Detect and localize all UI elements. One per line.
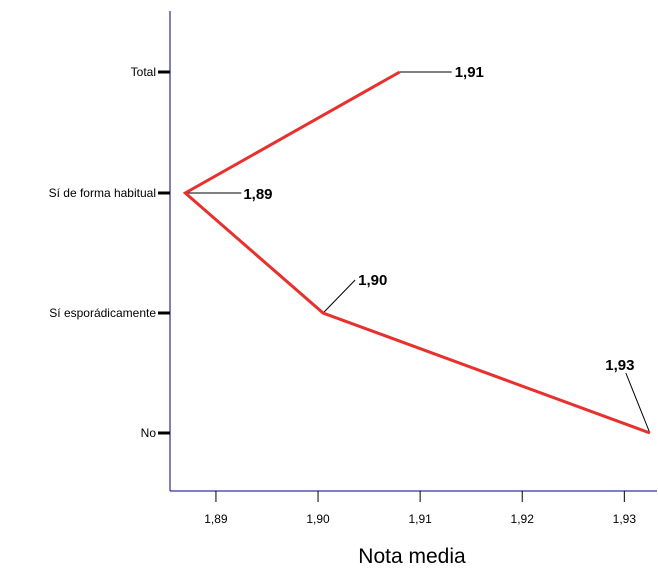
data-label-leader: [322, 279, 356, 314]
y-tick-label: Sí esporádicamente: [49, 306, 156, 320]
data-label: 1,93: [605, 357, 634, 374]
y-tick-label: Sí de forma habitual: [49, 186, 156, 200]
y-tick-label: No: [141, 426, 157, 440]
series-line: [182, 70, 651, 435]
x-axis-title: Nota media: [358, 545, 466, 568]
data-label: 1,91: [455, 64, 484, 81]
data-label-leader: [625, 372, 651, 434]
x-tick-label: 1,93: [613, 512, 637, 526]
x-tick-label: 1,90: [306, 512, 330, 526]
x-tick-label: 1,91: [408, 512, 432, 526]
data-label: 1,90: [358, 272, 387, 289]
data-label: 1,89: [243, 186, 272, 203]
y-tick-label: Total: [131, 65, 156, 79]
x-tick-label: 1,89: [204, 512, 228, 526]
x-tick-label: 1,92: [511, 512, 535, 526]
